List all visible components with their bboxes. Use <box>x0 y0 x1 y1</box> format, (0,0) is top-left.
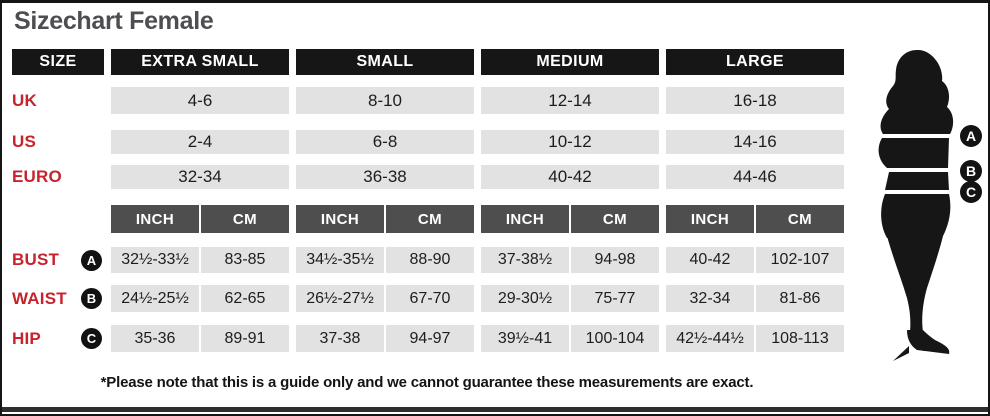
waist-s-cm: 67-70 <box>386 285 474 312</box>
table-row-uk: UK 4-6 8-10 12-14 16-18 <box>12 87 844 114</box>
col-header-extra-small: EXTRA SMALL <box>111 49 289 75</box>
row-label-waist: WAIST <box>12 288 67 308</box>
uk-extra-small: 4-6 <box>111 87 289 114</box>
unit-header-cm: CM <box>201 205 289 233</box>
hip-s-cm: 94-97 <box>386 325 474 352</box>
table-row-hip: HIP C 35-36 89-91 37-38 94-97 39½-41 100… <box>12 325 844 352</box>
hip-l-cm: 108-113 <box>756 325 844 352</box>
unit-header-inch: INCH <box>666 205 754 233</box>
unit-header-inch: INCH <box>111 205 199 233</box>
us-large: 14-16 <box>666 130 844 154</box>
female-silhouette-icon <box>878 49 954 361</box>
unit-header-cm: CM <box>386 205 474 233</box>
table-row-bust: BUST A 32½-33½ 83-85 34½-35½ 88-90 37-38… <box>12 247 844 273</box>
page-title: Sizechart Female <box>14 7 214 35</box>
col-header-small: SMALL <box>296 49 474 75</box>
size-table: SIZE EXTRA SMALL SMALL MEDIUM LARGE UK 4… <box>12 49 844 352</box>
us-medium: 10-12 <box>481 130 659 154</box>
hip-xs-cm: 89-91 <box>201 325 289 352</box>
size-header-cell: SIZE <box>12 49 104 75</box>
row-label-bust: BUST <box>12 250 60 269</box>
bust-s-cm: 88-90 <box>386 247 474 273</box>
unit-header-cm: CM <box>571 205 659 233</box>
hip-m-inch: 39½-41 <box>481 325 569 352</box>
euro-small: 36-38 <box>296 165 474 189</box>
marker-c-badge: C <box>81 328 102 349</box>
waist-l-cm: 81-86 <box>756 285 844 312</box>
row-label-euro: EURO <box>12 167 62 186</box>
hip-m-cm: 100-104 <box>571 325 659 352</box>
uk-small: 8-10 <box>296 87 474 114</box>
row-label-uk: UK <box>12 90 37 110</box>
bust-m-cm: 94-98 <box>571 247 659 273</box>
row-label-hip: HIP <box>12 328 41 348</box>
hip-l-inch: 42½-44½ <box>666 325 754 352</box>
hip-s-inch: 37-38 <box>296 325 384 352</box>
us-extra-small: 2-4 <box>111 130 289 154</box>
table-row-us: US 2-4 6-8 10-12 14-16 <box>12 130 844 154</box>
figure-marker-a: A <box>960 125 982 147</box>
figure-marker-c: C <box>960 181 982 203</box>
waist-l-inch: 32-34 <box>666 285 754 312</box>
table-header-row: SIZE EXTRA SMALL SMALL MEDIUM LARGE <box>12 49 844 75</box>
table-row-euro: EURO 32-34 36-38 40-42 44-46 <box>12 165 844 189</box>
female-figure: A B C <box>853 46 987 368</box>
euro-medium: 40-42 <box>481 165 659 189</box>
us-small: 6-8 <box>296 130 474 154</box>
euro-extra-small: 32-34 <box>111 165 289 189</box>
waist-s-inch: 26½-27½ <box>296 285 384 312</box>
table-row-waist: WAIST B 24½-25½ 62-65 26½-27½ 67-70 29-3… <box>12 285 844 312</box>
marker-b-badge: B <box>81 288 102 309</box>
uk-large: 16-18 <box>666 87 844 114</box>
waist-xs-inch: 24½-25½ <box>111 285 199 312</box>
waist-m-inch: 29-30½ <box>481 285 569 312</box>
unit-header-inch: INCH <box>481 205 569 233</box>
col-header-medium: MEDIUM <box>481 49 659 75</box>
marker-a-badge: A <box>81 249 102 271</box>
col-header-large: LARGE <box>666 49 844 75</box>
unit-header-inch: INCH <box>296 205 384 233</box>
row-label-us: US <box>12 132 37 151</box>
waist-m-cm: 75-77 <box>571 285 659 312</box>
bottom-divider-bar <box>2 407 988 412</box>
footnote: *Please note that this is a guide only a… <box>100 374 754 391</box>
uk-medium: 12-14 <box>481 87 659 114</box>
bust-l-inch: 40-42 <box>666 247 754 273</box>
bust-s-inch: 34½-35½ <box>296 247 384 273</box>
bust-m-inch: 37-38½ <box>481 247 569 273</box>
waist-xs-cm: 62-65 <box>201 285 289 312</box>
euro-large: 44-46 <box>666 165 844 189</box>
hip-xs-inch: 35-36 <box>111 325 199 352</box>
bust-l-cm: 102-107 <box>756 247 844 273</box>
figure-marker-b: B <box>960 160 982 182</box>
unit-header-cm: CM <box>756 205 844 233</box>
unit-header-row: INCH CM INCH CM INCH CM INCH CM <box>12 205 844 233</box>
bust-xs-inch: 32½-33½ <box>111 247 199 273</box>
bust-xs-cm: 83-85 <box>201 247 289 273</box>
